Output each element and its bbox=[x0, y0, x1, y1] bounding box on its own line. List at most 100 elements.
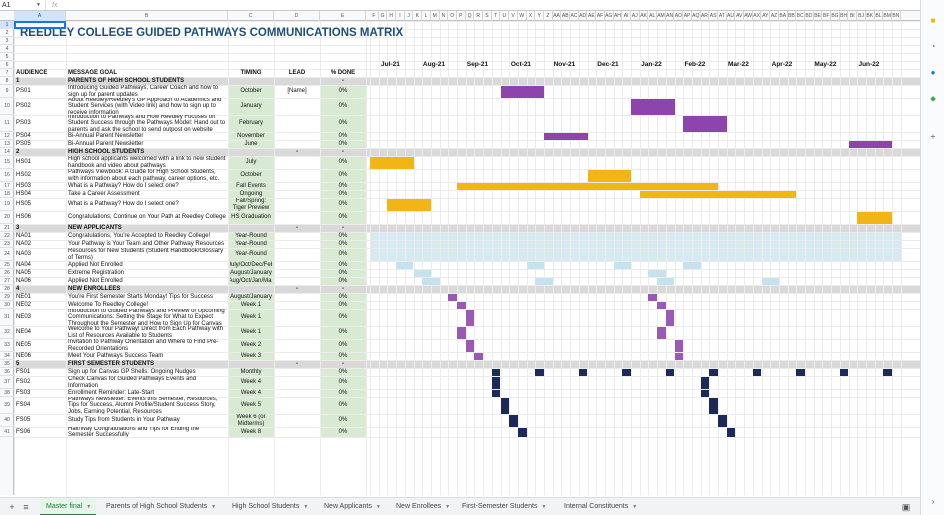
row-header[interactable]: 3 bbox=[0, 37, 14, 45]
column-header-aq[interactable]: AQ bbox=[692, 11, 701, 21]
sheet-tab-0[interactable]: Master final ▼ bbox=[40, 498, 96, 515]
cell-area[interactable]: REEDLEY COLLEGE GUIDED PATHWAYS COMMUNIC… bbox=[14, 21, 920, 495]
sheet-tab-3[interactable]: New Applicants ▼ bbox=[318, 498, 386, 515]
column-header-ad[interactable]: AD bbox=[579, 11, 588, 21]
column-header-bc[interactable]: BC bbox=[796, 11, 805, 21]
column-header-j[interactable]: J bbox=[405, 11, 414, 21]
sheet-tab-1[interactable]: Parents of High School Students ▼ bbox=[100, 498, 222, 515]
column-header-aj[interactable]: AJ bbox=[631, 11, 640, 21]
row-header[interactable]: 33 bbox=[0, 339, 14, 352]
row-header[interactable]: 2 bbox=[0, 29, 14, 37]
column-header-bj[interactable]: BJ bbox=[858, 11, 866, 21]
chevron-down-icon[interactable]: ▼ bbox=[632, 504, 638, 510]
column-header-at[interactable]: AT bbox=[718, 11, 727, 21]
row-header[interactable]: 7 bbox=[0, 69, 14, 77]
row-header[interactable]: 14 bbox=[0, 148, 14, 156]
all-sheets-icon[interactable]: ≡ bbox=[23, 502, 29, 512]
row-header[interactable]: 32 bbox=[0, 326, 14, 339]
column-header-w[interactable]: W bbox=[518, 11, 527, 21]
sheet-grid[interactable]: A B C D E F G H I J K L M N O P Q R S T U V W X Y Z AA AB AC AD AE AF AG… bbox=[0, 11, 920, 495]
column-header-k[interactable]: K bbox=[414, 11, 423, 21]
calendar-icon[interactable]: ◔ bbox=[930, 42, 936, 51]
column-header-p[interactable]: P bbox=[457, 11, 466, 21]
row-header[interactable]: 8 bbox=[0, 77, 14, 85]
explore-icon[interactable]: ▣ bbox=[901, 502, 911, 512]
column-header-av[interactable]: AV bbox=[736, 11, 745, 21]
row-header[interactable]: 10 bbox=[0, 98, 14, 115]
chevron-down-icon[interactable]: ▼ bbox=[211, 504, 217, 510]
column-header-z[interactable]: Z bbox=[544, 11, 553, 21]
column-header-ao[interactable]: AO bbox=[674, 11, 684, 21]
row-header[interactable]: 4 bbox=[0, 45, 14, 53]
row-header[interactable]: 20 bbox=[0, 211, 14, 224]
column-header-as[interactable]: AS bbox=[709, 11, 718, 21]
column-header-be[interactable]: BE bbox=[814, 11, 823, 21]
column-header-ac[interactable]: AC bbox=[570, 11, 579, 21]
row-header[interactable]: 9 bbox=[0, 85, 14, 98]
chevron-down-icon[interactable]: ▼ bbox=[375, 504, 381, 510]
column-header-c[interactable]: C bbox=[228, 11, 274, 21]
row-header[interactable]: 13 bbox=[0, 140, 14, 148]
column-header-f[interactable]: F bbox=[370, 11, 379, 21]
column-header-aw[interactable]: AW bbox=[744, 11, 753, 21]
column-header-bf[interactable]: BF bbox=[823, 11, 832, 21]
row-header[interactable]: 29 bbox=[0, 293, 14, 301]
column-header-a[interactable]: A bbox=[14, 11, 66, 21]
row-header[interactable]: 26 bbox=[0, 269, 14, 277]
name-box[interactable]: A1 ▼ bbox=[2, 1, 46, 10]
chevron-down-icon[interactable]: ▼ bbox=[445, 504, 451, 510]
column-header-ay[interactable]: AY bbox=[762, 11, 771, 21]
add-sheet-icon[interactable]: + bbox=[9, 502, 15, 512]
row-header[interactable]: 19 bbox=[0, 198, 14, 211]
row-header[interactable]: 28 bbox=[0, 285, 14, 293]
row-header[interactable]: 38 bbox=[0, 389, 14, 397]
contacts-icon[interactable]: ● bbox=[930, 68, 936, 77]
column-header-s[interactable]: S bbox=[483, 11, 492, 21]
column-header-bh[interactable]: BH bbox=[840, 11, 849, 21]
row-header[interactable]: 18 bbox=[0, 190, 14, 198]
column-header-l[interactable]: L bbox=[422, 11, 431, 21]
column-header-bn[interactable]: BN bbox=[892, 11, 901, 21]
sheet-tab-4[interactable]: New Enrollees ▼ bbox=[390, 498, 452, 515]
row-header[interactable]: 24 bbox=[0, 248, 14, 261]
row-header[interactable]: 16 bbox=[0, 169, 14, 182]
column-header-d[interactable]: D bbox=[274, 11, 320, 21]
row-header[interactable]: 36 bbox=[0, 368, 14, 376]
sheet-tab-5[interactable]: First-Semester Students ▼ bbox=[456, 498, 554, 515]
column-header-h[interactable]: H bbox=[387, 11, 397, 21]
column-header-ah[interactable]: AH bbox=[613, 11, 623, 21]
row-header[interactable]: 17 bbox=[0, 182, 14, 190]
column-header-t[interactable]: T bbox=[492, 11, 501, 21]
column-header-q[interactable]: Q bbox=[466, 11, 475, 21]
chevron-down-icon[interactable]: ▼ bbox=[541, 504, 547, 510]
column-header-ai[interactable]: AI bbox=[622, 11, 631, 21]
column-header-v[interactable]: V bbox=[509, 11, 518, 21]
row-header[interactable]: 22 bbox=[0, 232, 14, 240]
column-header-i[interactable]: I bbox=[396, 11, 405, 21]
row-header[interactable]: 40 bbox=[0, 414, 14, 427]
column-header-m[interactable]: M bbox=[431, 11, 440, 21]
row-header[interactable]: 5 bbox=[0, 53, 14, 61]
column-header-bk[interactable]: BK bbox=[866, 11, 875, 21]
column-header-az[interactable]: AZ bbox=[770, 11, 779, 21]
expand-icon[interactable]: › bbox=[931, 497, 935, 506]
column-header-ar[interactable]: AR bbox=[700, 11, 710, 21]
row-header[interactable]: 23 bbox=[0, 240, 14, 248]
row-header[interactable]: 12 bbox=[0, 132, 14, 140]
column-header-r[interactable]: R bbox=[474, 11, 484, 21]
row-header[interactable]: 25 bbox=[0, 261, 14, 269]
column-header-g[interactable]: G bbox=[379, 11, 388, 21]
column-header-an[interactable]: AN bbox=[666, 11, 675, 21]
chevron-down-icon[interactable]: ▼ bbox=[86, 504, 92, 510]
row-header[interactable]: 6 bbox=[0, 61, 14, 69]
row-header[interactable]: 39 bbox=[0, 397, 14, 414]
row-header[interactable]: 35 bbox=[0, 360, 14, 368]
column-header-n[interactable]: N bbox=[440, 11, 449, 21]
row-header[interactable]: 21 bbox=[0, 224, 14, 232]
column-header-u[interactable]: U bbox=[501, 11, 510, 21]
column-header-bl[interactable]: BL bbox=[875, 11, 884, 21]
selected-cell[interactable] bbox=[14, 21, 66, 29]
row-header[interactable]: 1 bbox=[0, 21, 14, 29]
row-header[interactable]: 27 bbox=[0, 277, 14, 285]
column-header-e[interactable]: E bbox=[320, 11, 366, 21]
